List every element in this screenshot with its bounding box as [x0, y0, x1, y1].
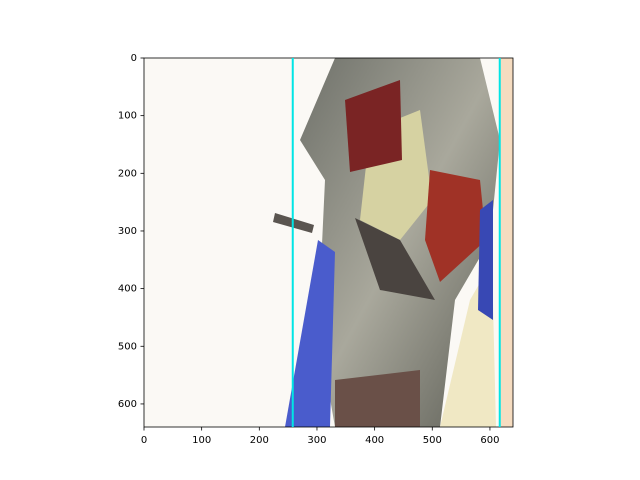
y-tick-label: 500: [118, 341, 137, 352]
x-tick-label: 600: [480, 435, 499, 446]
y-tick-label: 0: [131, 53, 137, 64]
y-tick-label: 100: [118, 111, 137, 122]
y-tick-label: 300: [118, 226, 137, 237]
x-tick-label: 0: [141, 435, 147, 446]
x-tick-label: 100: [192, 435, 211, 446]
image: [144, 58, 513, 427]
y-tick-label: 400: [118, 284, 137, 295]
y-tick-label: 200: [118, 168, 137, 179]
x-tick-label: 400: [365, 435, 384, 446]
x-tick-label: 500: [423, 435, 442, 446]
x-tick-label: 300: [307, 435, 326, 446]
y-tick-label: 600: [118, 399, 137, 410]
axes-frame: [143, 57, 514, 428]
x-tick-label: 200: [250, 435, 269, 446]
